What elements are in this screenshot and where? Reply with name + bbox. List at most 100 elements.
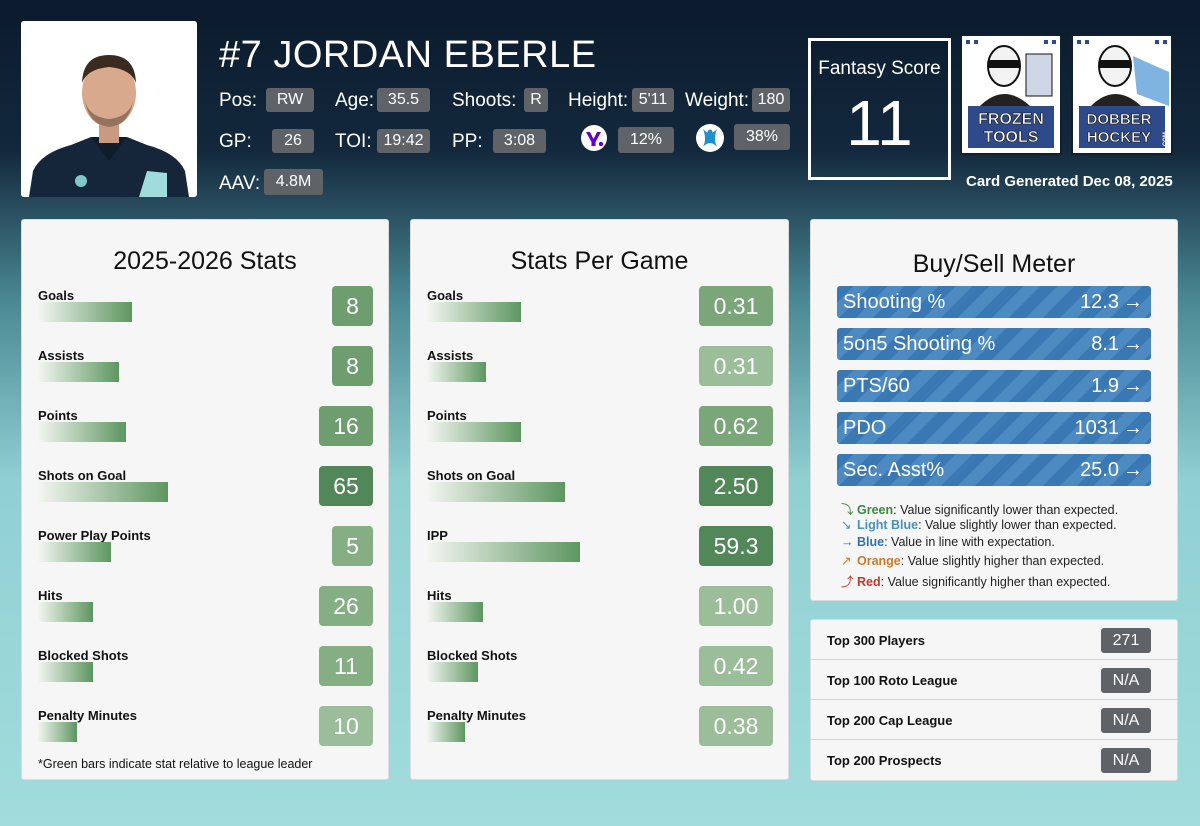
season-stat-label-hits: Hits xyxy=(38,588,63,603)
weight-value: 180 xyxy=(752,88,790,112)
per-game-stat-bar-penalty-minutes xyxy=(427,722,465,742)
per-game-stat-bar-blocked-shots xyxy=(427,662,478,682)
aav-label: AAV: xyxy=(219,173,261,194)
per-game-stat-label-hits: Hits xyxy=(427,588,452,603)
legend-color-name: Blue xyxy=(857,535,885,549)
per-game-panel: Stats Per Game Goals 0.31 Assists 0.31 Point… xyxy=(410,219,789,780)
season-stat-bar-hits xyxy=(38,602,93,622)
frozen-logo-line1: FROZEN xyxy=(978,111,1044,128)
per-game-stat-label-shots-on-goal: Shots on Goal xyxy=(427,468,516,483)
ranking-row: Top 300 Players 271 xyxy=(811,620,1177,660)
meter-shooting-: Shooting % 12.3 → xyxy=(837,286,1151,318)
trend-arrow-icon: ↘ xyxy=(841,518,852,532)
ranking-value: 271 xyxy=(1101,628,1151,653)
per-game-stat-bar-hits xyxy=(427,602,483,622)
season-stat-bar-shots-on-goal xyxy=(38,482,168,502)
dobber-logo-dotcom: .COM xyxy=(1163,132,1169,148)
season-stat-label-blocked-shots: Blocked Shots xyxy=(38,648,129,663)
season-stat-bar-power-play-points xyxy=(38,542,111,562)
arrow-right-icon: → xyxy=(1123,333,1143,355)
season-stat-value-penalty-minutes: 10 xyxy=(319,706,373,746)
pos-value: RW xyxy=(266,88,314,112)
yahoo-rostered: 12% xyxy=(618,127,674,153)
legend-item: ⤴ Red: Value significantly higher than ex… xyxy=(841,571,1110,590)
meter-value: 1.9 xyxy=(1091,375,1119,397)
meter-value: 12.3 xyxy=(1080,291,1119,313)
arrow-right-icon: → xyxy=(1123,459,1143,481)
arrow-right-icon: → xyxy=(1123,291,1143,313)
player-photo xyxy=(21,21,197,197)
per-game-stat-value-ipp: 59.3 xyxy=(699,526,773,566)
season-stat-value-assists: 8 xyxy=(332,346,373,386)
toi-label: TOI: xyxy=(335,131,372,152)
season-stat-bar-points xyxy=(38,422,126,442)
shoots-value: R xyxy=(524,88,548,112)
ranking-row: Top 200 Prospects N/A xyxy=(811,740,1177,780)
season-stat-bar-goals xyxy=(38,302,132,322)
player-name: #7 JORDAN EBERLE xyxy=(219,34,597,76)
meter-label: Shooting % xyxy=(843,291,946,313)
fantasy-score-box: Fantasy Score 11 xyxy=(808,38,951,180)
legend-color-name: Green xyxy=(857,503,894,517)
legend-color-name: Light Blue xyxy=(857,518,919,532)
per-game-stat-value-blocked-shots: 0.42 xyxy=(699,646,773,686)
per-game-stat-value-points: 0.62 xyxy=(699,406,773,446)
season-stat-label-penalty-minutes: Penalty Minutes xyxy=(38,708,137,723)
season-stats-panel: 2025-2026 Stats Goals 8 Assists 8 Points 16 Sh… xyxy=(21,219,389,780)
legend-item: → Blue: Value in line with expectation. xyxy=(841,535,1055,549)
season-stat-value-blocked-shots: 11 xyxy=(319,646,373,686)
legend-item: ⤵ Green: Value significantly lower than e… xyxy=(841,499,1118,518)
stats-footnote: *Green bars indicate stat relative to le… xyxy=(38,757,313,771)
age-value: 35.5 xyxy=(377,88,430,112)
per-game-stat-bar-points xyxy=(427,422,521,442)
rankings-panel: Top 300 Players 271 Top 100 Roto League N/A… xyxy=(810,619,1178,781)
ranking-row: Top 100 Roto League N/A xyxy=(811,660,1177,700)
season-stats-title: 2025-2026 Stats xyxy=(113,247,297,275)
fantasy-score-label: Fantasy Score xyxy=(818,58,941,79)
fantrax-icon xyxy=(695,123,725,153)
season-stat-bar-penalty-minutes xyxy=(38,722,77,742)
per-game-stat-label-penalty-minutes: Penalty Minutes xyxy=(427,708,526,723)
ranking-label: Top 300 Players xyxy=(827,633,926,648)
meter-value: 25.0 xyxy=(1080,459,1119,481)
meter-label: PTS/60 xyxy=(843,375,910,397)
pos-label: Pos: xyxy=(219,90,258,111)
meter-pdo: PDO 1031 → xyxy=(837,412,1151,444)
trend-arrow-icon: ⤴ xyxy=(841,575,854,589)
pp-label: PP: xyxy=(452,131,483,152)
gp-label: GP: xyxy=(219,131,252,152)
legend-text: : Value significantly lower than expecte… xyxy=(893,503,1119,517)
legend-item: ↗ Orange: Value slightly higher than expe… xyxy=(841,553,1104,568)
per-game-stat-bar-ipp xyxy=(427,542,580,562)
meter-value: 8.1 xyxy=(1091,333,1119,355)
ranking-label: Top 200 Cap League xyxy=(827,713,953,728)
arrow-right-icon: → xyxy=(1123,417,1143,439)
per-game-title: Stats Per Game xyxy=(510,247,689,275)
per-game-stat-value-goals: 0.31 xyxy=(699,286,773,326)
meter-pts-60: PTS/60 1.9 → xyxy=(837,370,1151,402)
season-stat-value-shots-on-goal: 65 xyxy=(319,466,373,506)
season-stat-value-goals: 8 xyxy=(332,286,373,326)
ranking-row: Top 200 Cap League N/A xyxy=(811,700,1177,740)
season-stat-label-shots-on-goal: Shots on Goal xyxy=(38,468,127,483)
card-generated-date: Card Generated Dec 08, 2025 xyxy=(966,173,1173,190)
trend-arrow-icon: ↗ xyxy=(841,554,852,568)
height-label: Height: xyxy=(568,90,629,111)
per-game-stat-label-goals: Goals xyxy=(427,288,464,303)
legend-text: : Value slightly lower than expected. xyxy=(918,518,1117,532)
meter-label: 5on5 Shooting % xyxy=(843,333,996,355)
meter-5on5-shooting-: 5on5 Shooting % 8.1 → xyxy=(837,328,1151,360)
age-label: Age: xyxy=(335,90,375,111)
season-stat-label-goals: Goals xyxy=(38,288,75,303)
fantrax-rostered: 38% xyxy=(734,124,790,150)
frozen-tools-logo: FROZEN TOOLS xyxy=(960,34,1062,155)
meter-sec-asst-: Sec. Asst% 25.0 → xyxy=(837,454,1151,486)
weight-label: Weight: xyxy=(685,90,750,111)
per-game-stat-label-blocked-shots: Blocked Shots xyxy=(427,648,518,663)
season-stat-value-hits: 26 xyxy=(319,586,373,626)
per-game-stat-bar-goals xyxy=(427,302,521,322)
per-game-stat-bar-assists xyxy=(427,362,486,382)
per-game-stat-label-points: Points xyxy=(427,408,467,423)
meter-label: Sec. Asst% xyxy=(843,459,945,481)
per-game-stat-value-assists: 0.31 xyxy=(699,346,773,386)
